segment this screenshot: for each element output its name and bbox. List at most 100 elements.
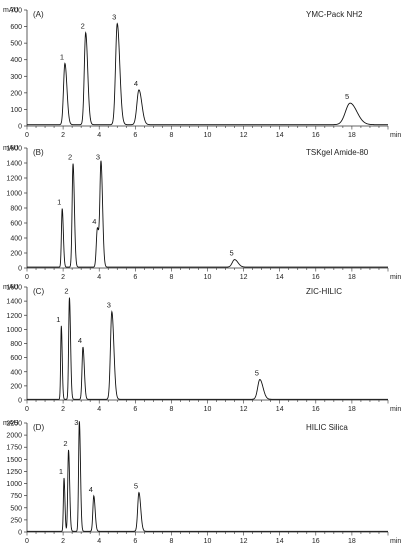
x-tick-label: 12 (240, 132, 248, 139)
x-tick-label: 16 (312, 538, 320, 545)
y-tick-label: 400 (10, 57, 22, 64)
y-tick-label: 1250 (6, 469, 22, 476)
peak-label: 3 (96, 153, 100, 162)
peak-label: 4 (92, 217, 96, 226)
x-tick-label: 2 (61, 538, 65, 545)
y-tick-label: 250 (10, 517, 22, 524)
peak-label: 2 (81, 22, 85, 31)
y-tick-label: 1400 (6, 299, 22, 306)
y-tick-label: 800 (10, 206, 22, 213)
x-tick-label: 18 (348, 132, 356, 139)
x-tick-label: 0 (25, 274, 29, 281)
x-tick-label: 6 (133, 538, 137, 545)
peak-label: 2 (63, 439, 67, 448)
y-tick-label: 1600 (6, 146, 22, 153)
y-tick-label: 0 (18, 530, 22, 537)
x-tick-label: 12 (240, 406, 248, 413)
chromatogram-panel-4: 0 250 500 750 1000 1250 1500 1750 2000 2250 0 2 4 6 8 1… (3, 418, 401, 545)
x-tick-label: 6 (133, 406, 137, 413)
x-tick-label: 10 (204, 406, 212, 413)
column-name: ZIC-HILIC (306, 287, 342, 296)
peak-label: 3 (74, 418, 78, 427)
column-name: HILIC Silica (306, 423, 348, 432)
x-tick-label: 12 (240, 538, 248, 545)
x-tick-label: 6 (133, 274, 137, 281)
y-tick-label: 1500 (6, 457, 22, 464)
y-unit-label: mAU (3, 284, 19, 291)
peak-label: 4 (134, 79, 138, 88)
y-tick-label: 600 (10, 355, 22, 362)
x-tick-label: 4 (97, 538, 101, 545)
x-unit-label: min (390, 132, 401, 139)
y-tick-label: 2250 (6, 421, 22, 428)
x-tick-label: 16 (312, 132, 320, 139)
peak-label: 1 (57, 198, 61, 207)
x-tick-label: 18 (348, 274, 356, 281)
x-tick-label: 8 (169, 406, 173, 413)
x-tick-label: 18 (348, 406, 356, 413)
y-tick-label: 600 (10, 24, 22, 31)
y-tick-label: 400 (10, 236, 22, 243)
y-tick-label: 1200 (6, 176, 22, 183)
panel-label: (B) (33, 148, 44, 157)
y-tick-label: 1000 (6, 327, 22, 334)
chromatogram-trace (27, 22, 388, 126)
x-tick-label: 14 (276, 132, 284, 139)
chromatogram-trace (27, 297, 388, 400)
x-tick-label: 14 (276, 538, 284, 545)
x-tick-label: 8 (169, 132, 173, 139)
x-tick-label: 8 (169, 274, 173, 281)
peak-label: 5 (255, 369, 259, 378)
peak-label: 1 (60, 52, 64, 61)
peak-label: 4 (78, 336, 82, 345)
y-tick-label: 500 (10, 41, 22, 48)
peak-label: 5 (229, 249, 233, 258)
y-tick-label: 100 (10, 107, 22, 114)
y-tick-label: 2000 (6, 433, 22, 440)
x-tick-label: 2 (61, 406, 65, 413)
x-unit-label: min (390, 538, 401, 545)
panel-label: (C) (33, 287, 44, 296)
peak-label: 5 (134, 482, 138, 491)
peak-label: 2 (68, 153, 72, 162)
x-unit-label: min (390, 274, 401, 281)
peak-label: 3 (107, 301, 111, 310)
y-tick-label: 1600 (6, 285, 22, 292)
column-name: TSKgel Amide-80 (306, 148, 369, 157)
y-tick-label: 700 (10, 8, 22, 15)
peak-label: 2 (64, 287, 68, 296)
panel-label: (D) (33, 423, 44, 432)
x-tick-label: 16 (312, 406, 320, 413)
y-tick-label: 750 (10, 493, 22, 500)
chromatogram-trace (27, 421, 388, 532)
x-tick-label: 14 (276, 274, 284, 281)
x-tick-label: 4 (97, 132, 101, 139)
x-tick-label: 0 (25, 132, 29, 139)
x-tick-label: 10 (204, 538, 212, 545)
y-tick-label: 1750 (6, 445, 22, 452)
x-tick-label: 10 (204, 132, 212, 139)
y-tick-label: 500 (10, 505, 22, 512)
x-tick-label: 0 (25, 538, 29, 545)
x-tick-label: 0 (25, 406, 29, 413)
peak-label: 3 (112, 13, 116, 22)
y-tick-label: 1400 (6, 161, 22, 168)
x-tick-label: 6 (133, 132, 137, 139)
x-tick-label: 2 (61, 132, 65, 139)
peak-label: 4 (89, 485, 93, 494)
y-tick-label: 1000 (6, 481, 22, 488)
y-unit-label: mAU (3, 7, 19, 14)
y-tick-label: 800 (10, 341, 22, 348)
y-tick-label: 200 (10, 251, 22, 258)
x-tick-label: 14 (276, 406, 284, 413)
chromatogram-trace (27, 160, 388, 268)
x-tick-label: 2 (61, 274, 65, 281)
column-name: YMC-Pack NH2 (306, 10, 363, 19)
x-unit-label: min (390, 406, 401, 413)
y-unit-label: mAU (3, 420, 19, 427)
x-tick-label: 18 (348, 538, 356, 545)
peak-label: 1 (56, 315, 60, 324)
